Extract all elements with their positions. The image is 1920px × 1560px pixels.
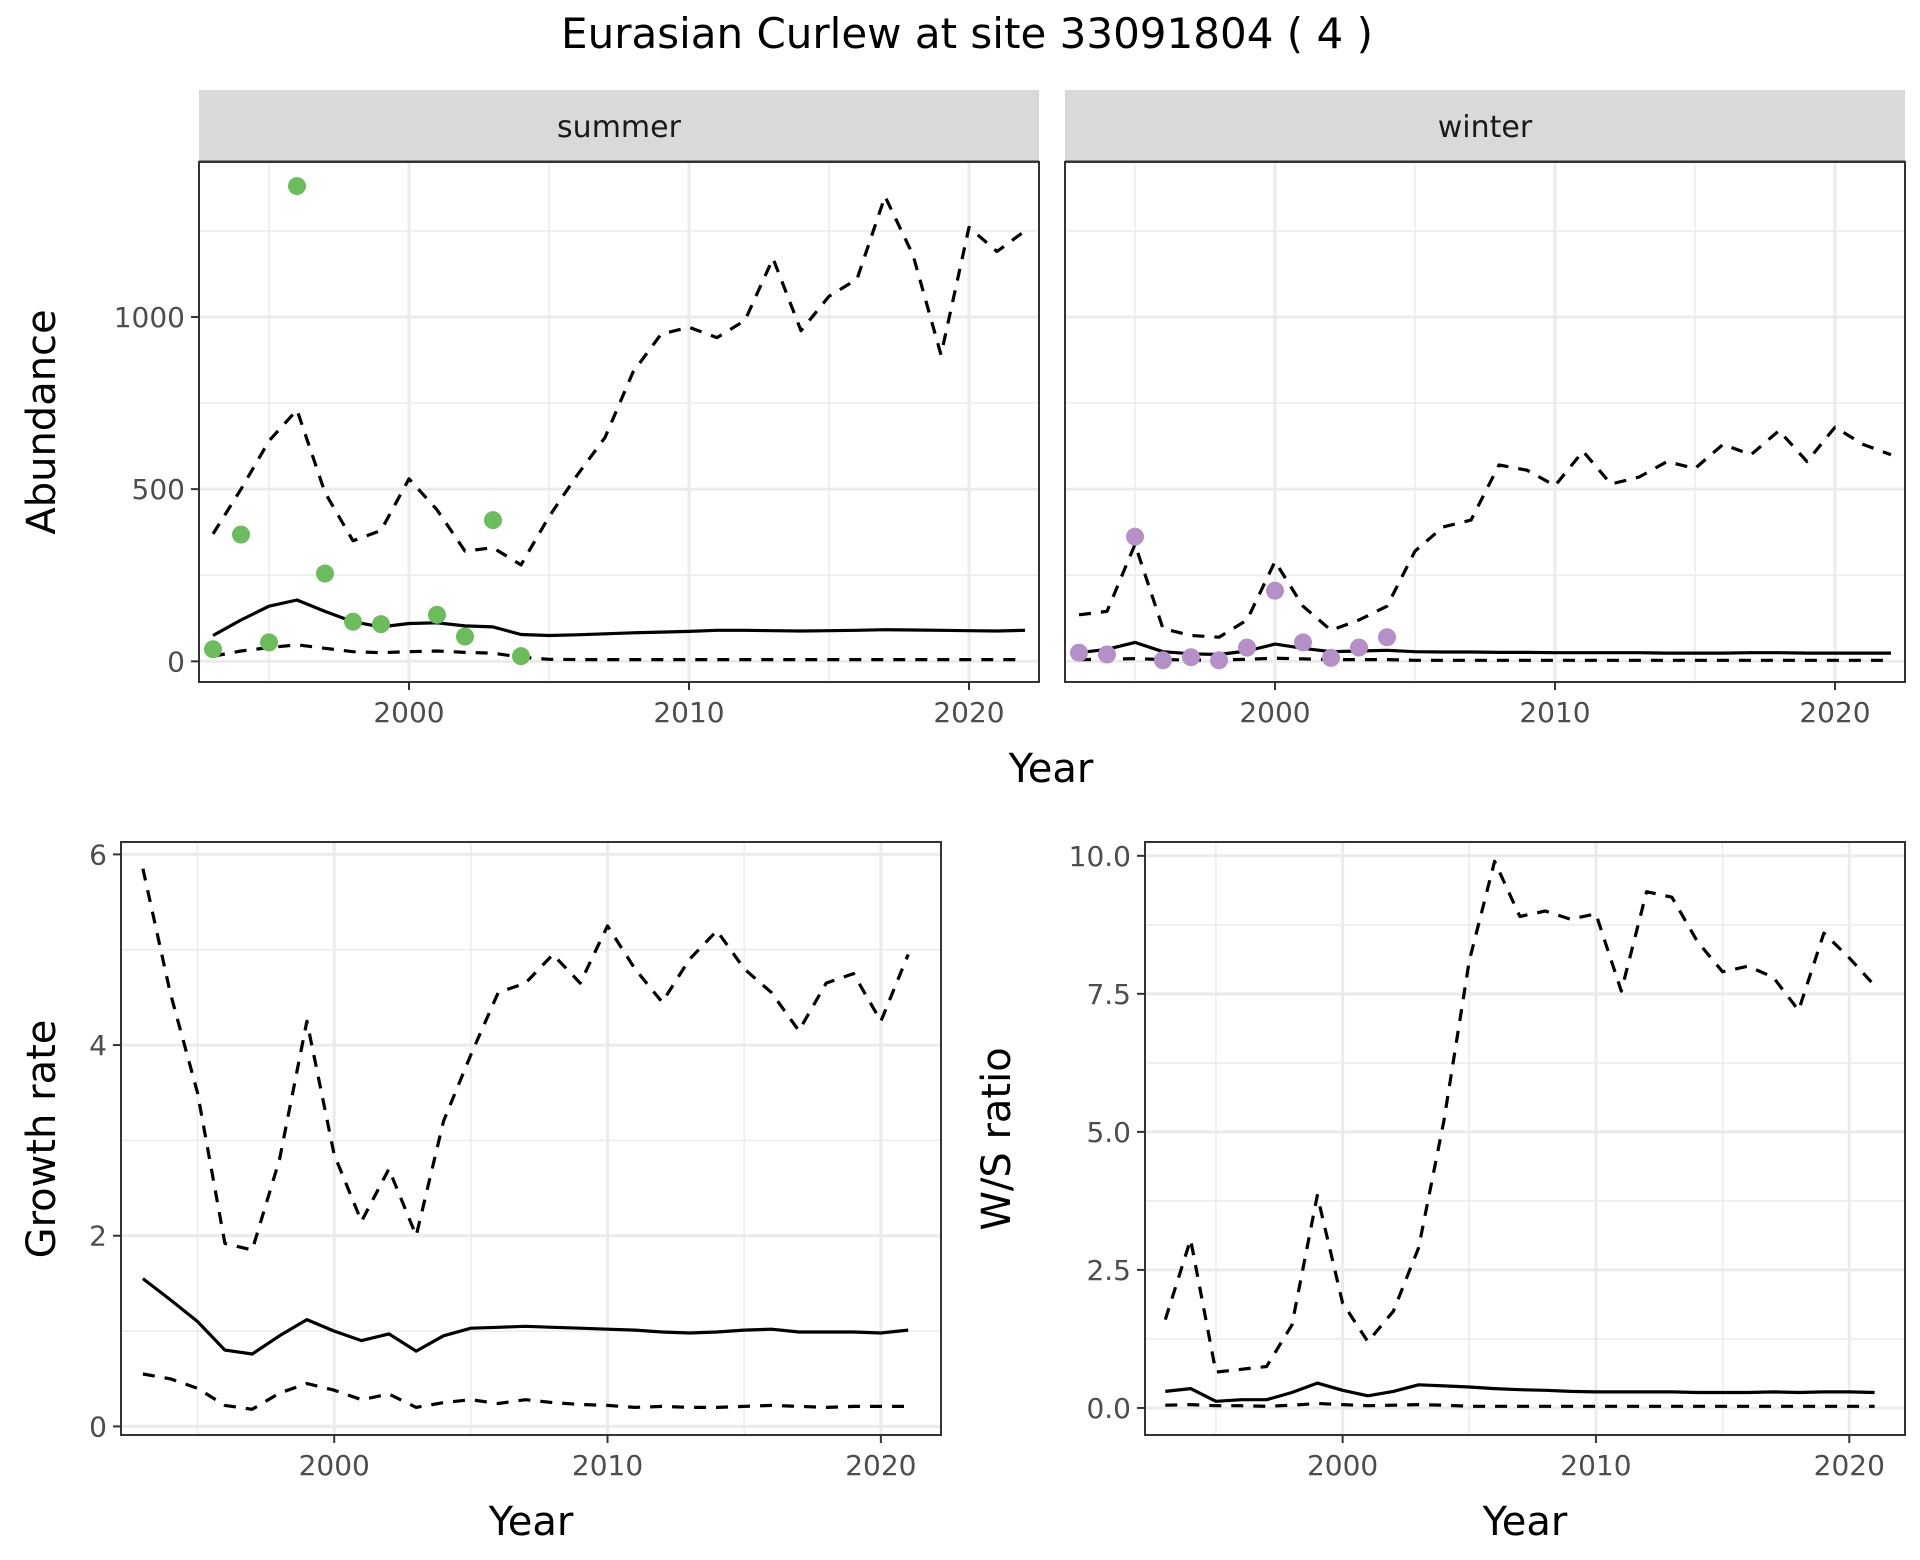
summer-series-upper-bound-line: [211, 194, 1026, 567]
marks-winter: [1070, 425, 1892, 670]
x-tick-label: 2000: [1307, 1449, 1378, 1482]
x-axis-title-top: Year: [1008, 746, 1094, 792]
summer-observed-point: [204, 640, 222, 659]
plot-area-summer: [199, 162, 1039, 682]
marks-ws: [1163, 859, 1876, 1408]
growth-series-estimate-line: [141, 1277, 909, 1356]
summer-observed-point: [456, 627, 474, 646]
x-tick-label: 2020: [933, 696, 1004, 729]
winter-observed-point: [1098, 645, 1116, 664]
summer-observed-point: [316, 564, 334, 583]
winter-observed-point: [1154, 651, 1172, 670]
y-axis-title-abundance: Abundance: [19, 309, 65, 534]
abundance-winter-panel: winter 2000 2010 2020: [1064, 90, 1906, 729]
summer-observed-point: [512, 647, 530, 666]
summer-observed-point: [372, 615, 390, 634]
facet-label-summer: summer: [557, 110, 682, 145]
winter-observed-point: [1070, 643, 1088, 662]
x-tick-label: 2020: [1799, 696, 1870, 729]
y-tick-label: 5.0: [1086, 1116, 1131, 1149]
x-tick-label: 2010: [1560, 1449, 1631, 1482]
plot-area-growth: [121, 842, 941, 1435]
winter-observed-point: [1322, 648, 1340, 667]
winter-observed-point: [1210, 651, 1228, 670]
winter-observed-point: [1126, 527, 1144, 546]
x-tick-label: 2020: [845, 1449, 916, 1482]
summer-observed-point: [288, 177, 306, 196]
plot-area-winter: [1065, 162, 1905, 682]
y-axis-growth: 0 2 4 6: [89, 838, 121, 1443]
marks-summer: [204, 177, 1026, 666]
y-tick-label: 4: [89, 1029, 107, 1062]
x-tick-label: 2000: [373, 696, 444, 729]
x-tick-label: 2000: [1239, 696, 1310, 729]
x-tick-label: 2010: [572, 1449, 643, 1482]
facet-strip-summer: [199, 90, 1039, 162]
growth-series-upper-bound-line: [141, 868, 910, 1252]
y-axis-ws: 0.0 2.5 5.0 7.5 10.0: [1069, 840, 1145, 1425]
summer-observed-point: [232, 525, 250, 544]
y-tick-label: 2.5: [1086, 1254, 1131, 1287]
gridlines-ws: [1145, 842, 1905, 1435]
x-axis-title-growth: Year: [488, 1499, 574, 1545]
y-tick-label: 0: [167, 645, 185, 678]
y-tick-label: 7.5: [1086, 978, 1131, 1011]
y-tick-label: 10.0: [1069, 840, 1131, 873]
x-axis-summer: 2000 2010 2020: [373, 682, 1005, 729]
summer-observed-point: [484, 511, 502, 530]
winter-observed-point: [1266, 581, 1284, 600]
x-tick-label: 2010: [653, 696, 724, 729]
ws-series-lower-bound-line: [1165, 1401, 1875, 1408]
facet-strip-winter: [1065, 90, 1905, 162]
marks-growth: [141, 868, 910, 1411]
gridlines-growth: [121, 842, 941, 1435]
plot-area-ws: [1145, 842, 1905, 1435]
figure-title: Eurasian Curlew at site 33091804 ( 4 ): [561, 9, 1373, 58]
ws-series-estimate-line: [1165, 1381, 1875, 1403]
summer-observed-point: [428, 605, 446, 624]
ws-series-upper-bound-line: [1163, 859, 1876, 1374]
winter-observed-point: [1378, 628, 1396, 647]
y-axis-title-growth: Growth rate: [19, 1020, 65, 1259]
x-axis-ws: 2000 2010 2020: [1307, 1435, 1885, 1482]
y-tick-label: 2: [89, 1220, 107, 1253]
growth-series-lower-bound-line: [142, 1372, 909, 1411]
growth-rate-panel: 2000 2010 2020 0 2 4 6 Growth rate Year: [19, 838, 942, 1545]
winter-observed-point: [1238, 638, 1256, 657]
winter-observed-point: [1294, 633, 1312, 652]
gridlines-summer: [199, 162, 1039, 682]
winter-series-upper-bound-line: [1078, 425, 1892, 639]
summer-observed-point: [344, 612, 362, 631]
x-tick-label: 2010: [1519, 696, 1590, 729]
x-axis-title-ws: Year: [1482, 1499, 1568, 1545]
summer-series-lower-bound-line: [212, 643, 1025, 662]
y-tick-label: 0.0: [1086, 1392, 1131, 1425]
facet-label-winter: winter: [1438, 110, 1533, 145]
y-axis-summer: 0 500 1000: [114, 301, 199, 678]
y-tick-label: 1000: [114, 301, 185, 334]
summer-observed-point: [260, 633, 278, 652]
y-tick-label: 6: [89, 838, 107, 871]
winter-observed-point: [1182, 648, 1200, 667]
x-tick-label: 2000: [299, 1449, 370, 1482]
x-tick-label: 2020: [1814, 1449, 1885, 1482]
abundance-summer-panel: summer 2000 2010 2020 0 500 1000: [114, 90, 1040, 729]
winter-observed-point: [1350, 638, 1368, 657]
x-axis-growth: 2000 2010 2020: [299, 1435, 916, 1482]
y-axis-title-ws: W/S ratio: [974, 1047, 1020, 1230]
x-axis-winter: 2000 2010 2020: [1239, 682, 1871, 729]
y-tick-label: 500: [132, 473, 185, 506]
y-tick-label: 0: [89, 1410, 107, 1443]
ws-ratio-panel: 2000 2010 2020 0.02.55.07.510.0 W/S ratio …: [974, 840, 1906, 1545]
